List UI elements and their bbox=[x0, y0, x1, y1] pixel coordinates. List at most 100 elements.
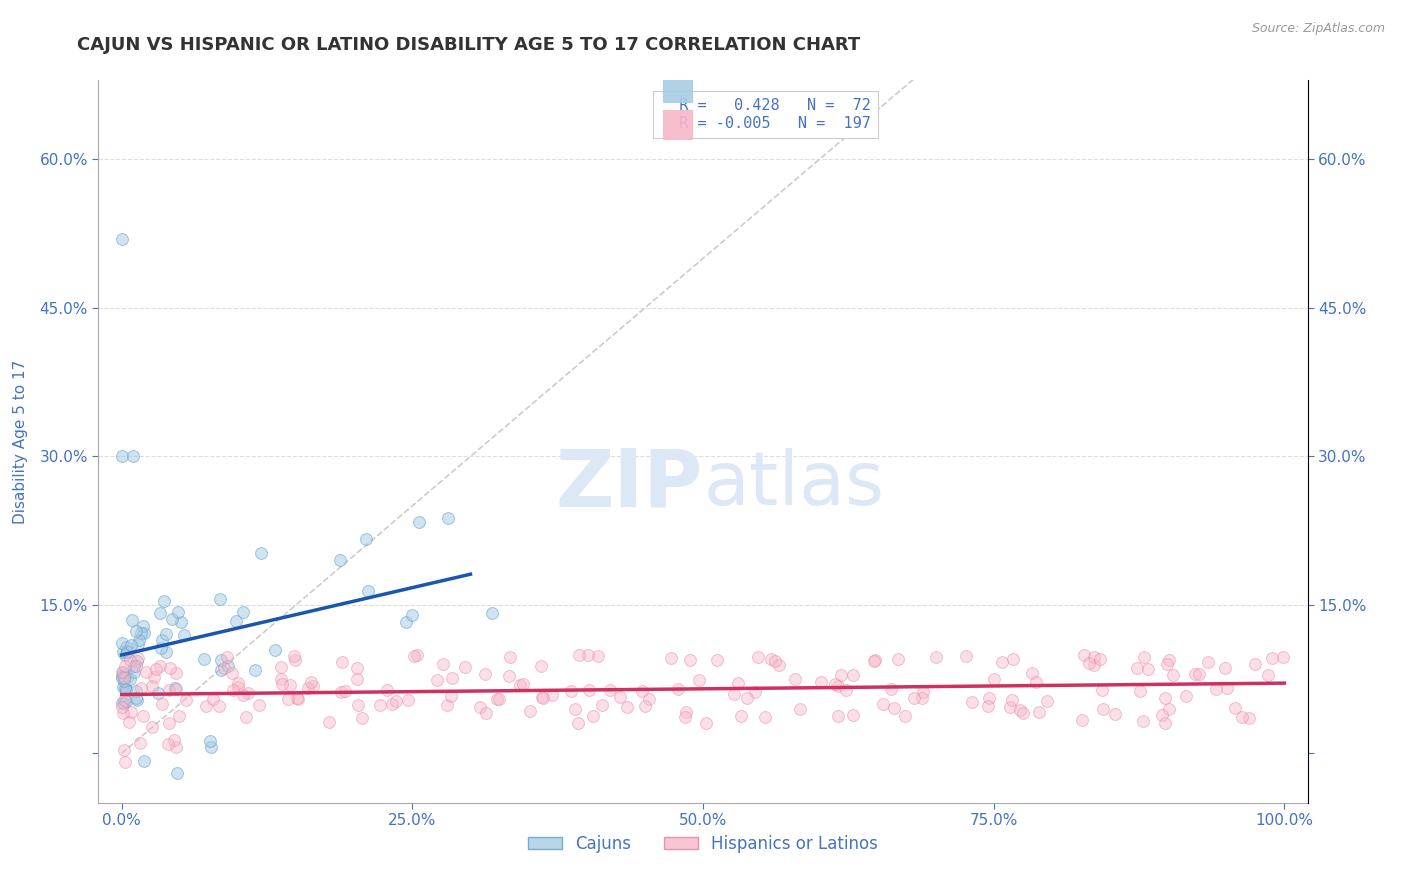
Point bbox=[111, 696, 134, 710]
Point bbox=[723, 687, 745, 701]
Point bbox=[114, 755, 136, 769]
Point bbox=[277, 692, 299, 706]
Point bbox=[165, 739, 187, 754]
Point bbox=[887, 652, 910, 666]
Point bbox=[1163, 668, 1185, 682]
Point bbox=[118, 672, 141, 686]
Point bbox=[125, 693, 148, 707]
Point bbox=[1088, 652, 1111, 666]
Point bbox=[142, 670, 165, 684]
Point bbox=[1257, 668, 1279, 682]
Point bbox=[212, 661, 235, 675]
Point bbox=[385, 694, 408, 708]
Point bbox=[1028, 705, 1050, 719]
Point bbox=[991, 655, 1014, 669]
Point bbox=[481, 606, 503, 620]
Point bbox=[1213, 661, 1236, 675]
Point bbox=[112, 696, 135, 710]
Point bbox=[162, 733, 184, 747]
Point bbox=[1261, 650, 1284, 665]
Point bbox=[1153, 715, 1175, 730]
Point bbox=[221, 666, 243, 681]
Point bbox=[1244, 657, 1267, 672]
Point bbox=[531, 691, 554, 706]
Point bbox=[318, 715, 340, 730]
Point bbox=[578, 682, 600, 697]
Point bbox=[962, 695, 984, 709]
Point bbox=[270, 659, 292, 673]
Point bbox=[198, 734, 221, 748]
Point bbox=[111, 671, 134, 685]
Point bbox=[1129, 683, 1152, 698]
Point bbox=[155, 645, 177, 659]
Point bbox=[1011, 706, 1033, 721]
Point bbox=[368, 698, 391, 712]
Point bbox=[630, 684, 652, 698]
Legend: Cajuns, Hispanics or Latinos: Cajuns, Hispanics or Latinos bbox=[522, 828, 884, 860]
Point bbox=[111, 450, 134, 464]
Point bbox=[148, 606, 170, 620]
Point bbox=[165, 681, 187, 696]
Point bbox=[1090, 682, 1112, 697]
Point bbox=[488, 692, 510, 706]
Point bbox=[1174, 689, 1197, 703]
Point bbox=[287, 691, 309, 706]
Point bbox=[789, 702, 811, 716]
Point bbox=[122, 665, 145, 679]
Point bbox=[166, 766, 188, 780]
Point bbox=[153, 593, 176, 607]
Point bbox=[785, 672, 807, 686]
Point bbox=[112, 673, 135, 688]
Point bbox=[1150, 708, 1173, 723]
Point bbox=[173, 627, 195, 641]
Point bbox=[232, 605, 254, 619]
Point bbox=[498, 669, 520, 683]
Point bbox=[165, 665, 187, 680]
Point bbox=[115, 640, 138, 654]
Point bbox=[863, 653, 886, 667]
Point bbox=[115, 682, 138, 697]
Point bbox=[706, 653, 728, 667]
Point bbox=[454, 659, 477, 673]
Point bbox=[609, 690, 631, 705]
Point bbox=[512, 677, 534, 691]
Point bbox=[125, 659, 148, 673]
Point bbox=[128, 632, 150, 647]
Point bbox=[586, 649, 609, 664]
Point bbox=[112, 671, 135, 685]
Point bbox=[1021, 665, 1043, 680]
Point bbox=[221, 683, 243, 698]
Point bbox=[302, 679, 325, 693]
Point bbox=[599, 683, 621, 698]
Point bbox=[112, 743, 135, 757]
Point bbox=[285, 691, 308, 706]
Point bbox=[1001, 692, 1024, 706]
Point bbox=[271, 677, 294, 691]
Point bbox=[1125, 660, 1147, 674]
Point bbox=[582, 708, 605, 723]
Point bbox=[329, 552, 352, 566]
Point bbox=[440, 671, 463, 685]
Point bbox=[541, 688, 564, 702]
Point bbox=[426, 673, 449, 688]
Point bbox=[1197, 655, 1219, 669]
Point bbox=[1205, 682, 1227, 697]
Point bbox=[115, 645, 138, 659]
Point bbox=[768, 657, 790, 672]
Point bbox=[634, 699, 657, 714]
Point bbox=[564, 702, 586, 716]
Point bbox=[747, 650, 769, 665]
Point bbox=[925, 650, 948, 665]
Point bbox=[1132, 714, 1154, 728]
Point bbox=[141, 720, 163, 734]
Point bbox=[735, 690, 758, 705]
Point bbox=[872, 697, 894, 711]
Point bbox=[1136, 662, 1159, 676]
Point bbox=[432, 657, 454, 671]
Point bbox=[381, 697, 404, 711]
Point bbox=[1000, 699, 1022, 714]
Point bbox=[333, 684, 356, 698]
Point bbox=[401, 607, 423, 622]
Point bbox=[1156, 657, 1178, 671]
Point bbox=[111, 232, 134, 246]
